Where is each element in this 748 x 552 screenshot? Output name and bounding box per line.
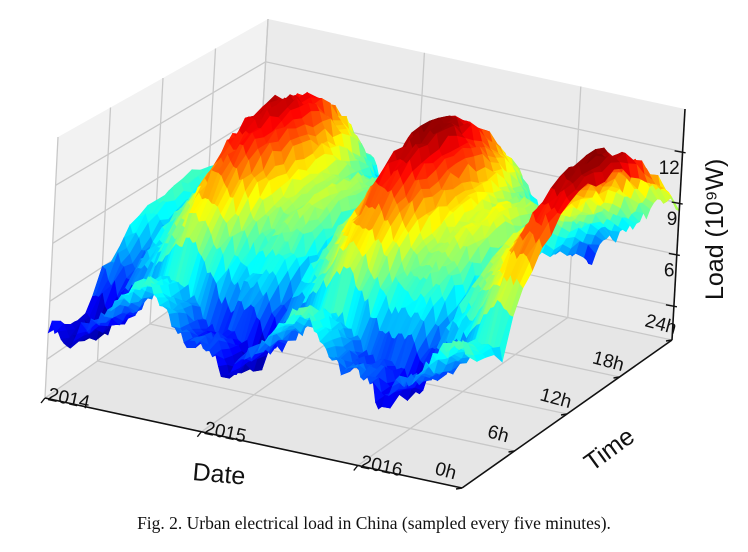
- z-axis-label: Load (10⁹W): [701, 159, 729, 300]
- y-tick: [560, 413, 568, 416]
- z-tick: [671, 201, 683, 205]
- x-tick: [40, 397, 46, 404]
- x-tick: [196, 431, 202, 438]
- surface-cell: [464, 353, 478, 363]
- y-tick: [455, 487, 463, 490]
- z-tick: [674, 150, 686, 154]
- z-tick-label: 12: [659, 158, 680, 179]
- z-axis-line: [671, 108, 686, 341]
- z-tick-label: 9: [667, 209, 678, 230]
- y-tick: [613, 376, 620, 379]
- z-tick: [665, 304, 678, 308]
- x-axis-line: [44, 397, 463, 489]
- z-tick: [668, 252, 680, 257]
- axes: [40, 108, 686, 490]
- y-tick: [665, 339, 673, 342]
- figure-caption: Fig. 2. Urban electrical load in China (…: [137, 513, 611, 533]
- load-surface: [47, 91, 681, 410]
- y-tick: [508, 450, 515, 453]
- x-tick: [353, 465, 359, 471]
- z-tick-label: 6: [664, 260, 675, 281]
- x-axis-label: Date: [191, 458, 246, 490]
- y-gridline: [149, 77, 568, 415]
- y-axis-label: Time: [579, 422, 640, 477]
- y-gridline: [96, 107, 515, 452]
